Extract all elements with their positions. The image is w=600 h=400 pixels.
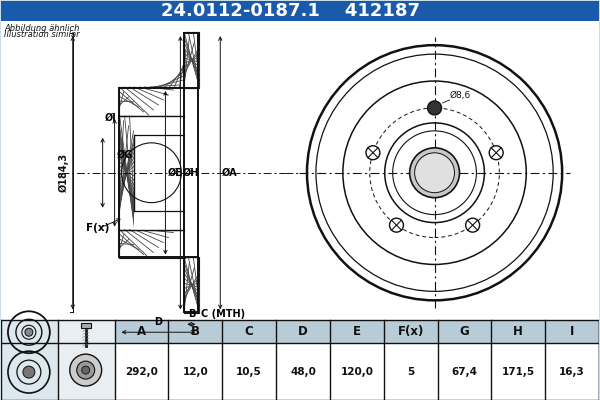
FancyBboxPatch shape — [134, 135, 184, 211]
FancyBboxPatch shape — [134, 211, 184, 230]
Text: D: D — [298, 325, 308, 338]
Text: Ø8,6: Ø8,6 — [449, 91, 471, 100]
Text: 16,3: 16,3 — [559, 366, 585, 376]
Text: E: E — [353, 325, 361, 338]
Text: 120,0: 120,0 — [340, 366, 373, 376]
FancyBboxPatch shape — [134, 116, 184, 135]
Circle shape — [389, 218, 403, 232]
Text: 292,0: 292,0 — [125, 366, 158, 376]
Circle shape — [23, 366, 35, 378]
FancyBboxPatch shape — [81, 323, 91, 328]
FancyBboxPatch shape — [119, 87, 185, 116]
FancyBboxPatch shape — [384, 320, 437, 343]
Text: 48,0: 48,0 — [290, 366, 316, 376]
Text: Ø184,3: Ø184,3 — [59, 153, 69, 192]
FancyBboxPatch shape — [61, 21, 290, 318]
FancyBboxPatch shape — [222, 320, 276, 343]
Text: A: A — [137, 325, 146, 338]
Circle shape — [428, 101, 442, 115]
FancyBboxPatch shape — [115, 320, 169, 343]
Text: ØE: ØE — [167, 168, 182, 178]
FancyBboxPatch shape — [1, 320, 58, 400]
Text: ØH: ØH — [182, 168, 199, 178]
FancyBboxPatch shape — [119, 230, 185, 258]
Text: 5: 5 — [407, 366, 414, 376]
Text: D: D — [154, 317, 163, 327]
FancyBboxPatch shape — [184, 258, 199, 313]
Text: C (MTH): C (MTH) — [202, 309, 245, 319]
Circle shape — [302, 40, 567, 305]
FancyBboxPatch shape — [1, 320, 599, 400]
Circle shape — [366, 146, 380, 160]
Text: ØI: ØI — [104, 113, 116, 123]
FancyBboxPatch shape — [276, 320, 330, 343]
Text: C: C — [245, 325, 254, 338]
Text: 24.0112-0187.1    412187: 24.0112-0187.1 412187 — [161, 2, 419, 20]
Text: F(x): F(x) — [397, 325, 424, 338]
Circle shape — [415, 153, 454, 193]
FancyBboxPatch shape — [119, 116, 134, 230]
Circle shape — [70, 354, 101, 386]
Text: B: B — [191, 325, 200, 338]
FancyBboxPatch shape — [1, 21, 599, 320]
Text: 10,5: 10,5 — [236, 366, 262, 376]
Text: 12,0: 12,0 — [182, 366, 208, 376]
FancyBboxPatch shape — [491, 320, 545, 343]
FancyBboxPatch shape — [184, 88, 199, 258]
Text: Illustration similar: Illustration similar — [4, 30, 80, 39]
Text: ØA: ØA — [222, 168, 238, 178]
FancyBboxPatch shape — [58, 320, 115, 400]
Text: 67,4: 67,4 — [451, 366, 478, 376]
FancyBboxPatch shape — [184, 32, 199, 88]
FancyBboxPatch shape — [1, 1, 599, 21]
Text: I: I — [570, 325, 574, 338]
FancyBboxPatch shape — [545, 320, 599, 343]
Circle shape — [25, 328, 33, 336]
Text: H: H — [514, 325, 523, 338]
FancyBboxPatch shape — [330, 320, 384, 343]
FancyBboxPatch shape — [437, 320, 491, 343]
Circle shape — [77, 361, 95, 379]
Circle shape — [489, 146, 503, 160]
Text: F(x): F(x) — [86, 222, 109, 232]
Text: G: G — [460, 325, 469, 338]
Text: ØG: ØG — [116, 150, 133, 160]
FancyBboxPatch shape — [169, 320, 222, 343]
Circle shape — [410, 148, 460, 198]
Text: 171,5: 171,5 — [502, 366, 535, 376]
Circle shape — [82, 366, 89, 374]
Text: Abbildung ähnlich: Abbildung ähnlich — [4, 24, 79, 33]
Text: B: B — [188, 309, 195, 319]
Circle shape — [466, 218, 479, 232]
